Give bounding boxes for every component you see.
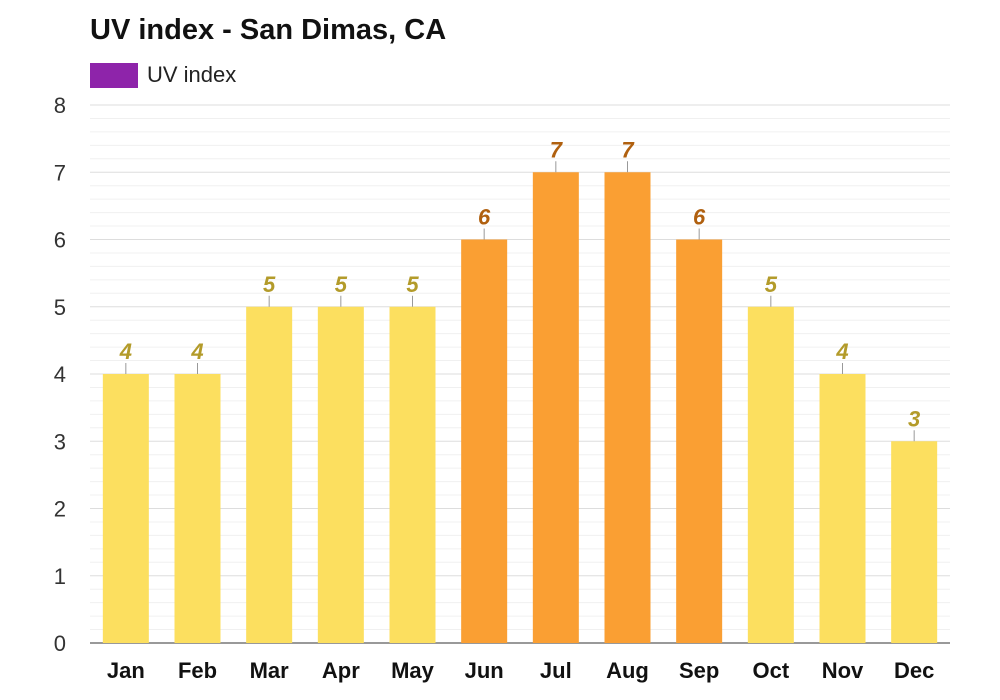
y-axis: 0 1 2 3 4 5 6 7 8 [54, 93, 66, 656]
x-tick-label-dec: Dec [894, 658, 934, 683]
data-label-may: 5 [406, 272, 419, 297]
x-tick-label-sep: Sep [679, 658, 719, 683]
y-tick-label: 3 [54, 429, 66, 454]
bar-may [389, 306, 436, 643]
data-label-jul: 7 [550, 137, 564, 162]
x-tick-label-jan: Jan [107, 658, 145, 683]
data-label-sep: 6 [693, 205, 706, 230]
x-tick-label-aug: Aug [606, 658, 649, 683]
bar-mar [246, 306, 293, 643]
x-tick-label-oct: Oct [752, 658, 789, 683]
data-label-aug: 7 [621, 137, 635, 162]
data-label-dec: 3 [908, 406, 920, 431]
y-tick-label: 5 [54, 295, 66, 320]
x-tick-label-feb: Feb [178, 658, 217, 683]
legend-label: UV index [147, 62, 237, 87]
x-tick-label-may: May [391, 658, 435, 683]
x-tick-label-jun: Jun [465, 658, 504, 683]
data-labels: 4 4 5 5 5 6 7 7 6 5 4 3 [119, 137, 920, 442]
y-tick-label: 4 [54, 362, 66, 387]
y-tick-label: 7 [54, 160, 66, 185]
grid [90, 104, 950, 644]
bar-nov [819, 374, 866, 643]
y-tick-label: 6 [54, 228, 66, 253]
data-label-feb: 4 [190, 339, 203, 364]
x-tick-label-mar: Mar [250, 658, 290, 683]
x-axis: Jan Feb Mar Apr May Jun Jul Aug Sep Oct Nov Dec [107, 658, 934, 683]
y-tick-label: 8 [54, 93, 66, 118]
bar-feb [174, 374, 221, 643]
bar-jun [461, 239, 508, 643]
bar-jan [102, 374, 149, 643]
y-tick-label: 1 [54, 564, 66, 589]
data-label-mar: 5 [263, 272, 276, 297]
x-tick-label-nov: Nov [822, 658, 864, 683]
bars [102, 172, 938, 643]
bar-oct [747, 306, 794, 643]
chart-title: UV index - San Dimas, CA [90, 14, 447, 46]
bar-apr [317, 306, 364, 643]
bar-sep [676, 239, 723, 643]
y-tick-label: 0 [54, 631, 66, 656]
bar-aug [604, 172, 651, 643]
x-tick-label-apr: Apr [322, 658, 360, 683]
legend: UV index [90, 62, 236, 88]
bar-jul [532, 172, 579, 643]
x-tick-label-jul: Jul [540, 658, 572, 683]
data-label-oct: 5 [765, 272, 778, 297]
y-tick-label: 2 [54, 497, 66, 522]
data-label-apr: 5 [335, 272, 348, 297]
data-label-jan: 4 [119, 339, 132, 364]
data-label-jun: 6 [478, 205, 491, 230]
legend-swatch [90, 62, 138, 88]
data-label-nov: 4 [835, 339, 848, 364]
bar-dec [891, 441, 938, 643]
